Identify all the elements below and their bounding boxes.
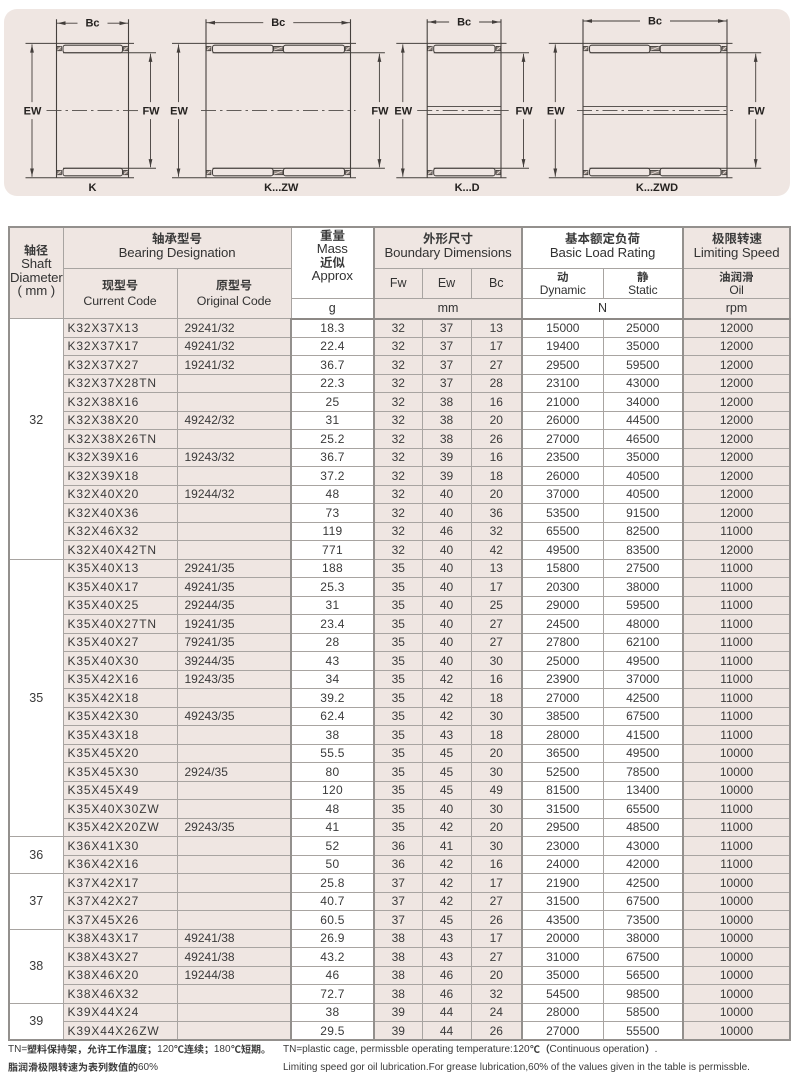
- svg-text:K...D: K...D: [455, 182, 480, 194]
- svg-text:K...ZW: K...ZW: [264, 182, 299, 194]
- svg-text:Bc: Bc: [85, 18, 99, 30]
- svg-text:FW: FW: [748, 106, 766, 118]
- svg-text:EW: EW: [394, 106, 412, 118]
- svg-text:FW: FW: [371, 106, 389, 118]
- svg-text:FW: FW: [142, 106, 160, 118]
- svg-text:EW: EW: [547, 106, 565, 118]
- svg-text:FW: FW: [515, 106, 533, 118]
- svg-text:EW: EW: [24, 106, 42, 118]
- svg-text:K...ZWD: K...ZWD: [636, 182, 678, 194]
- svg-text:Bc: Bc: [457, 16, 471, 28]
- svg-text:K: K: [89, 182, 97, 194]
- svg-text:Bc: Bc: [648, 15, 662, 27]
- svg-text:Bc: Bc: [271, 17, 285, 29]
- svg-text:EW: EW: [170, 106, 188, 118]
